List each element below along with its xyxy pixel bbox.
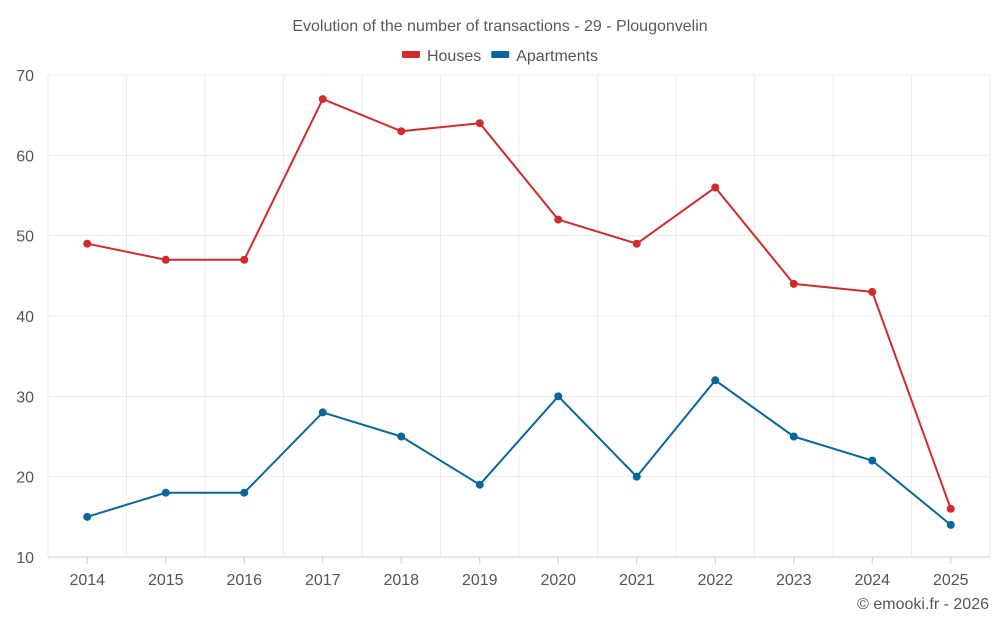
y-tick-label: 40 (16, 309, 34, 326)
data-point-houses[interactable] (83, 239, 92, 248)
y-tick-label: 70 (16, 68, 34, 85)
data-point-houses[interactable] (554, 215, 563, 224)
x-tick-label: 2016 (226, 572, 262, 589)
y-tick-label: 20 (16, 470, 34, 487)
data-point-apartments[interactable] (397, 432, 406, 441)
x-tick-label: 2019 (462, 572, 498, 589)
data-point-apartments[interactable] (632, 472, 641, 481)
data-point-houses[interactable] (868, 287, 877, 296)
data-point-houses[interactable] (397, 127, 406, 136)
credit-text: © emooki.fr - 2026 (857, 596, 989, 613)
chart-title: Evolution of the number of transactions … (292, 18, 707, 35)
legend-label: Apartments (516, 48, 598, 65)
x-tick-label: 2025 (933, 572, 969, 589)
y-tick-label: 50 (16, 229, 34, 246)
data-point-apartments[interactable] (946, 520, 955, 529)
x-tick-label: 2018 (383, 572, 419, 589)
x-tick-label: 2014 (69, 572, 105, 589)
series-apartments (83, 376, 955, 529)
legend-swatch (491, 51, 510, 58)
legend-item-apartments[interactable]: Apartments (491, 48, 598, 65)
axes: 10 20 30 40 50 60 70 2014 2015 2016 2017 2018 2019 20… (16, 68, 990, 589)
data-point-houses[interactable] (240, 255, 249, 264)
data-point-houses[interactable] (632, 239, 641, 248)
legend-item-houses[interactable]: Houses (401, 48, 481, 65)
series-line-apartments (86, 379, 952, 526)
data-point-apartments[interactable] (318, 408, 327, 417)
data-point-apartments[interactable] (711, 376, 720, 385)
x-tick-label: 2015 (148, 572, 184, 589)
data-point-apartments[interactable] (554, 392, 563, 401)
data-point-houses[interactable] (946, 504, 955, 513)
x-tick-label: 2021 (619, 572, 655, 589)
data-point-apartments[interactable] (475, 480, 484, 489)
x-tick-label: 2017 (305, 572, 341, 589)
data-point-apartments[interactable] (868, 456, 877, 465)
data-point-apartments[interactable] (240, 488, 249, 497)
x-tick-label: 2024 (854, 572, 890, 589)
y-tick-label: 10 (16, 550, 34, 567)
data-point-apartments[interactable] (789, 432, 798, 441)
series-houses (83, 95, 955, 513)
data-point-apartments[interactable] (83, 512, 92, 521)
data-point-houses[interactable] (711, 183, 720, 192)
data-point-apartments[interactable] (161, 488, 170, 497)
data-point-houses[interactable] (161, 255, 170, 264)
y-tick-label: 60 (16, 148, 34, 165)
legend-label: Houses (427, 48, 481, 65)
x-tick-label: 2022 (697, 572, 733, 589)
legend-swatch (401, 51, 420, 58)
data-point-houses[interactable] (475, 119, 484, 128)
series-layer (83, 95, 955, 529)
y-tick-label: 30 (16, 389, 34, 406)
data-point-houses[interactable] (318, 95, 327, 104)
grid (47, 74, 991, 557)
data-point-houses[interactable] (789, 279, 798, 288)
legend[interactable]: Houses Apartments (401, 48, 598, 65)
series-line-houses (86, 98, 952, 510)
x-tick-label: 2020 (540, 572, 576, 589)
x-tick-label: 2023 (776, 572, 812, 589)
